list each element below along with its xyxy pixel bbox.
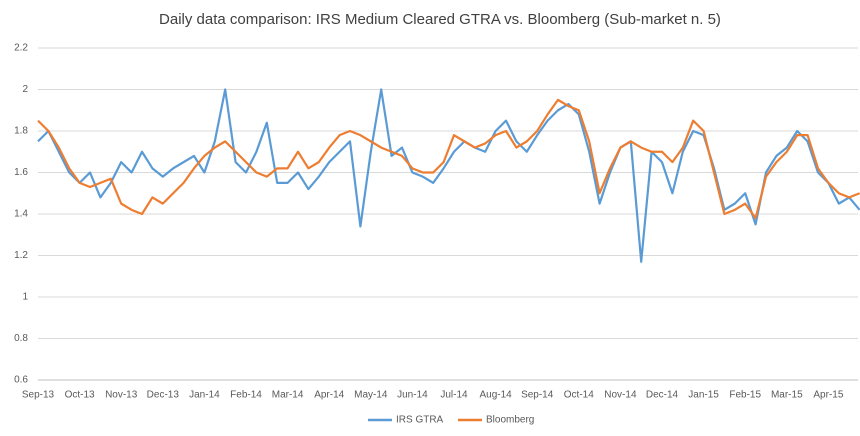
y-tick-label: 1.8 bbox=[14, 126, 28, 137]
x-tick-label: Oct-13 bbox=[65, 390, 95, 401]
y-tick-label: 1.4 bbox=[14, 209, 28, 220]
x-tick-label: Jan-14 bbox=[189, 390, 220, 401]
x-tick-label: Mar-15 bbox=[771, 390, 803, 401]
x-tick-label: Nov-14 bbox=[604, 390, 637, 401]
y-tick-label: 1.2 bbox=[14, 250, 28, 261]
x-tick-label: Apr-14 bbox=[314, 390, 344, 401]
y-tick-label: 2.2 bbox=[14, 43, 28, 54]
x-tick-label: Sep-13 bbox=[22, 390, 55, 401]
x-tick-label: Jun-14 bbox=[397, 390, 428, 401]
y-tick-label: 0.6 bbox=[14, 375, 28, 386]
y-tick-label: 1 bbox=[22, 292, 28, 303]
y-tick-label: 0.8 bbox=[14, 333, 28, 344]
y-tick-label: 1.6 bbox=[14, 167, 28, 178]
x-tick-label: May-14 bbox=[354, 390, 388, 401]
chart-title: Daily data comparison: IRS Medium Cleare… bbox=[159, 11, 721, 28]
x-tick-label: Feb-15 bbox=[729, 390, 761, 401]
x-tick-label: Jul-14 bbox=[440, 390, 468, 401]
x-tick-label: Dec-13 bbox=[147, 390, 180, 401]
series-line bbox=[37, 88, 860, 263]
x-tick-label: Dec-14 bbox=[646, 390, 679, 401]
x-tick-label: Feb-14 bbox=[230, 390, 262, 401]
legend-label: IRS GTRA bbox=[396, 415, 444, 426]
x-tick-label: Jan-15 bbox=[688, 390, 719, 401]
x-tick-label: Aug-14 bbox=[479, 390, 512, 401]
x-tick-label: Sep-14 bbox=[521, 390, 554, 401]
x-tick-label: Oct-14 bbox=[564, 390, 594, 401]
y-tick-label: 2 bbox=[22, 84, 28, 95]
legend-label: Bloomberg bbox=[486, 415, 534, 426]
x-tick-label: Apr-15 bbox=[813, 390, 843, 401]
x-tick-label: Nov-13 bbox=[105, 390, 138, 401]
series-line bbox=[37, 98, 860, 220]
x-tick-label: Mar-14 bbox=[272, 390, 304, 401]
